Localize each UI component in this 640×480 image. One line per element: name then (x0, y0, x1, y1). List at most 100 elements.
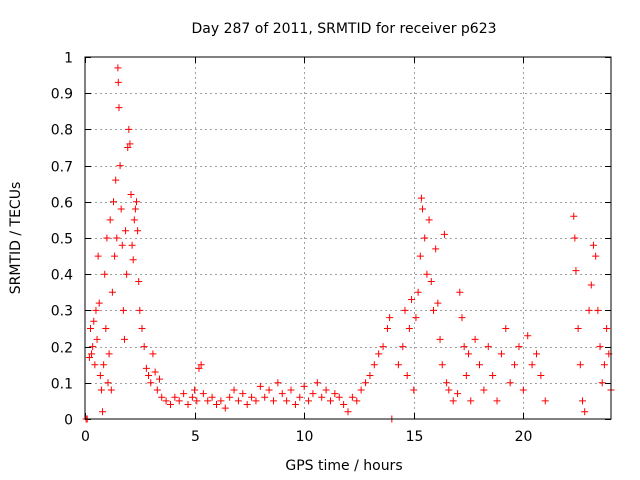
data-point (129, 256, 137, 264)
plot-frame (84, 56, 612, 420)
data-point (423, 270, 431, 278)
data-point (119, 306, 127, 314)
data-point (419, 205, 427, 213)
x-tick-label: 5 (191, 429, 200, 445)
data-point (114, 78, 122, 86)
data-point (99, 408, 107, 416)
data-point (318, 393, 326, 401)
x-axis-label: GPS time / hours (285, 458, 402, 474)
data-point (585, 306, 593, 314)
data-point (102, 325, 110, 332)
data-point (91, 361, 99, 369)
data-point (425, 216, 433, 224)
data-point (581, 408, 589, 416)
data-point (528, 361, 536, 369)
data-point (383, 325, 391, 332)
y-axis-label: SRMTID / TECUs (8, 182, 24, 295)
data-point (386, 314, 394, 322)
data-point (221, 404, 229, 412)
data-point (193, 397, 201, 405)
data-point (375, 350, 383, 358)
y-tick-label: 0.6 (51, 196, 73, 212)
data-point (305, 397, 313, 405)
data-point (124, 144, 132, 151)
data-point (184, 401, 192, 409)
data-point (394, 361, 402, 369)
data-point (107, 386, 115, 394)
y-tick-label: 0.2 (51, 341, 73, 357)
data-point (291, 401, 299, 409)
data-point (162, 397, 170, 405)
grid-layer (85, 57, 611, 419)
data-point (195, 364, 203, 372)
data-point (443, 379, 451, 387)
data-point (133, 198, 141, 206)
data-point (465, 350, 473, 358)
data-point (128, 241, 136, 249)
data-point (109, 198, 117, 206)
data-point (118, 241, 126, 249)
y-tick-label: 1 (64, 51, 73, 67)
data-point (434, 299, 442, 307)
data-point (114, 64, 122, 72)
data-point (101, 270, 109, 278)
data-point (454, 390, 462, 398)
data-point (269, 397, 277, 405)
data-point (261, 393, 269, 401)
data-point (493, 397, 501, 405)
data-point (506, 379, 514, 387)
data-point (90, 317, 98, 325)
data-point (188, 393, 196, 401)
data-point (438, 361, 446, 369)
points-layer (82, 64, 615, 423)
data-point (467, 397, 475, 405)
data-point (85, 353, 93, 361)
data-point (106, 216, 114, 224)
x-tick-label: 0 (81, 429, 90, 445)
data-point (427, 277, 435, 285)
data-point (111, 252, 119, 260)
data-point (287, 386, 295, 394)
data-point (278, 390, 286, 398)
data-point (140, 343, 148, 351)
data-point (456, 288, 464, 296)
data-point (502, 325, 510, 332)
data-point (95, 299, 103, 307)
data-point (197, 361, 205, 369)
data-point (265, 386, 273, 394)
data-point (603, 325, 611, 332)
data-point (594, 306, 602, 314)
data-point (596, 343, 604, 351)
data-point (217, 397, 225, 405)
data-point (92, 306, 100, 314)
data-point (86, 325, 94, 332)
data-point (476, 361, 483, 369)
data-point (313, 379, 321, 387)
data-point (410, 386, 418, 394)
data-point (572, 267, 580, 275)
data-point (199, 390, 207, 398)
data-point (131, 205, 139, 213)
data-point (417, 194, 425, 202)
data-point (138, 325, 146, 332)
data-point (274, 379, 282, 387)
data-point (519, 386, 527, 394)
x-tick-label: 15 (406, 429, 424, 445)
data-point (151, 368, 159, 376)
y-tick-label: 0 (64, 413, 73, 429)
data-point (126, 140, 134, 148)
data-point (103, 234, 111, 242)
y-tick-label: 0.1 (51, 377, 73, 393)
data-point (94, 252, 102, 260)
x-tick-label: 10 (296, 429, 314, 445)
data-point (105, 350, 113, 358)
data-point (570, 212, 578, 220)
data-point (149, 350, 157, 358)
data-point (532, 350, 540, 358)
data-point (598, 379, 606, 387)
data-point (156, 375, 164, 383)
y-tick-label: 0.4 (51, 268, 73, 284)
y-tick-label: 0.7 (51, 160, 73, 176)
data-point (135, 277, 143, 285)
